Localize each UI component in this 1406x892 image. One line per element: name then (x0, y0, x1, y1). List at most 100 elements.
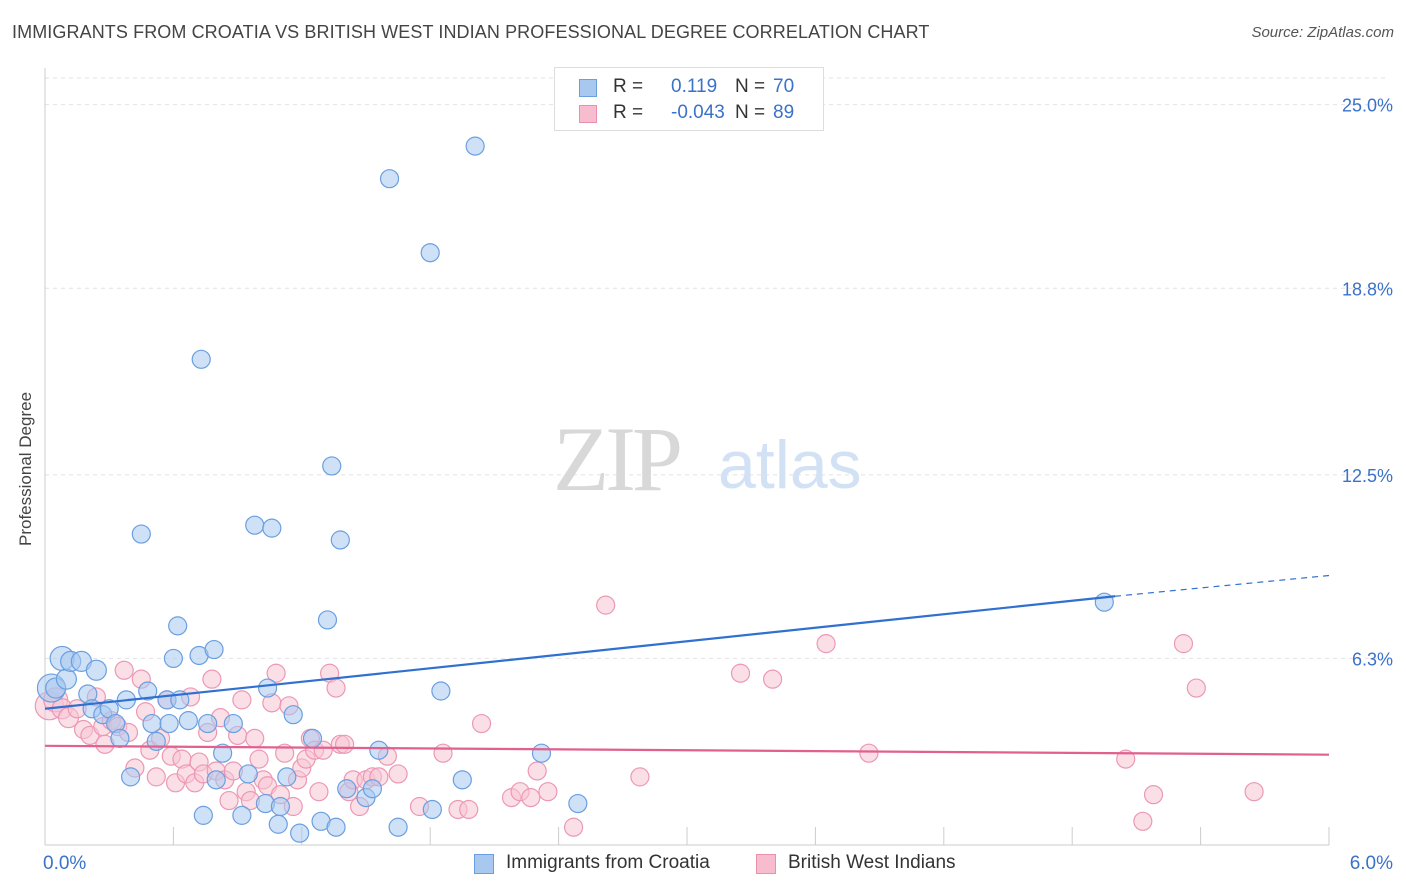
point-croatia (326, 817, 346, 837)
y-tick-label: 25.0% (1342, 96, 1393, 116)
y-tick-label: 12.5% (1342, 466, 1393, 486)
point-bwi (596, 595, 616, 615)
point-bwi (313, 740, 333, 760)
point-croatia (121, 767, 141, 787)
r-value: -0.043 (671, 102, 725, 123)
point-croatia (138, 681, 158, 701)
point-croatia (163, 648, 183, 669)
n-value: 89 (773, 102, 795, 123)
point-bwi (459, 799, 479, 820)
stats-swatch-croatia (579, 79, 597, 97)
point-croatia (431, 681, 451, 701)
point-croatia (330, 530, 350, 550)
point-bwi (527, 761, 547, 781)
point-croatia (198, 713, 218, 734)
point-croatia (452, 770, 472, 790)
point-bwi (816, 634, 836, 654)
r-label: R = (613, 76, 644, 97)
legend-label-bwi: British West Indians (788, 852, 956, 873)
x-tick-label-max: 6.0% (1350, 853, 1393, 874)
y-tick-label: 6.3% (1352, 649, 1393, 669)
y-tick-label: 18.8% (1342, 279, 1393, 299)
point-bwi (1116, 749, 1136, 769)
trendline-bwi (44, 744, 1330, 756)
point-croatia (238, 764, 258, 784)
point-croatia (206, 770, 226, 790)
chart-title: IMMIGRANTS FROM CROATIA VS BRITISH WEST … (12, 22, 930, 42)
stats-swatch-bwi (579, 105, 597, 123)
point-croatia (262, 518, 282, 538)
point-bwi (762, 669, 783, 689)
point-croatia (159, 713, 179, 734)
point-croatia (213, 743, 233, 763)
stats-legend: R = 0.119 N = 70 R = -0.043 N = 89 (554, 67, 824, 131)
point-bwi (471, 713, 492, 734)
point-croatia (337, 779, 357, 799)
x-tick-label-min: 0.0% (43, 853, 86, 874)
point-croatia (270, 796, 290, 817)
n-label: N = (735, 76, 766, 97)
legend-swatch-bwi (756, 854, 776, 874)
point-croatia (302, 728, 323, 748)
point-bwi (146, 767, 166, 787)
point-croatia (191, 349, 211, 369)
point-croatia (257, 678, 278, 698)
point-bwi (563, 817, 584, 837)
point-bwi (433, 743, 453, 763)
point-croatia (168, 616, 188, 636)
point-croatia (131, 524, 151, 544)
r-value: 0.119 (671, 76, 718, 97)
legend-label-croatia: Immigrants from Croatia (506, 852, 710, 873)
point-bwi (335, 734, 355, 754)
point-bwi (266, 663, 286, 683)
point-bwi (1143, 785, 1164, 805)
watermark-atlas: atlas (718, 427, 862, 503)
point-bwi (388, 764, 408, 784)
point-bwi (232, 690, 252, 710)
point-croatia (142, 713, 162, 734)
watermark-zip: ZIP (553, 408, 680, 510)
point-croatia (290, 823, 310, 843)
point-bwi (309, 782, 329, 802)
point-bwi (1186, 678, 1206, 698)
point-croatia (317, 610, 338, 630)
point-croatia (531, 743, 552, 763)
point-croatia (223, 713, 243, 734)
y-axis-title: Professional Degree (16, 391, 35, 546)
n-label: N = (735, 102, 766, 123)
point-bwi (275, 743, 295, 763)
point-bwi (114, 660, 134, 680)
point-croatia (55, 668, 78, 690)
point-croatia (204, 639, 224, 660)
point-croatia (369, 740, 389, 760)
point-bwi (249, 749, 269, 769)
point-croatia (362, 779, 383, 799)
point-croatia (422, 799, 442, 820)
point-croatia (322, 456, 342, 476)
point-croatia (178, 711, 198, 731)
point-bwi (859, 743, 879, 763)
point-croatia (388, 817, 408, 837)
r-label: R = (613, 102, 644, 123)
point-croatia (277, 767, 297, 787)
point-croatia (268, 814, 288, 834)
point-croatia (379, 169, 400, 189)
point-bwi (521, 788, 541, 808)
point-bwi (1173, 634, 1194, 654)
point-bwi (219, 790, 239, 811)
point-croatia (193, 805, 213, 825)
point-bwi (538, 782, 558, 802)
point-bwi (326, 678, 346, 698)
trendline-croatia (44, 595, 1116, 710)
point-bwi (630, 767, 650, 787)
point-bwi (245, 728, 265, 748)
source-label: Source: ZipAtlas.com (1251, 24, 1394, 41)
point-croatia (568, 793, 588, 814)
point-bwi (1133, 811, 1153, 831)
point-bwi (202, 669, 222, 689)
series-legend: Immigrants from Croatia British West Ind… (0, 852, 1406, 878)
point-bwi (730, 663, 751, 683)
point-bwi (1244, 782, 1264, 802)
point-croatia (110, 728, 130, 748)
